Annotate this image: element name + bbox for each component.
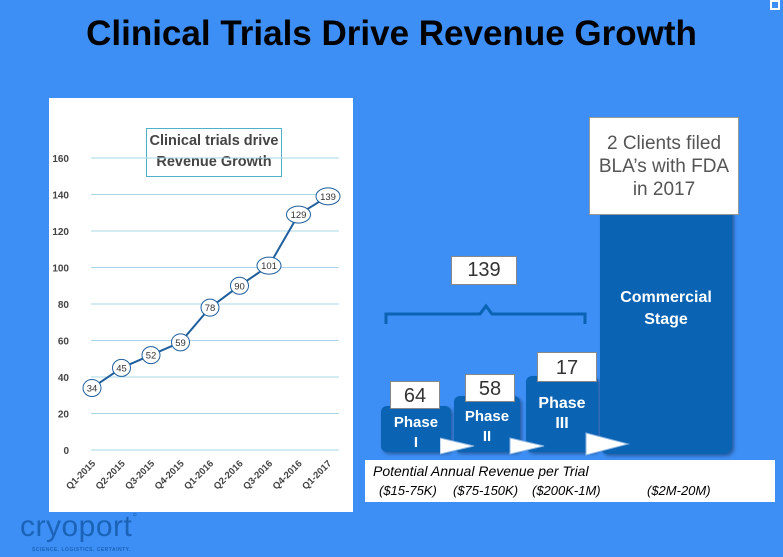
- corner-icon[interactable]: [770, 0, 780, 10]
- revenue-panel: [365, 460, 775, 502]
- y-tick-label: 20: [58, 410, 70, 421]
- logo-dot-icon: °: [132, 510, 138, 524]
- phase-2-label-line1: Phase: [464, 408, 510, 425]
- chart-panel: Clinical trials drive Revenue Growth: [49, 98, 353, 512]
- chart-title-line1: Clinical trials drive: [149, 133, 279, 149]
- phase-1-box: [381, 406, 451, 452]
- cryoport-logo: cryoport°: [20, 510, 138, 544]
- data-point: [82, 378, 102, 397]
- data-label: 78: [205, 303, 216, 314]
- x-tick-label: Q4-2016: [271, 458, 305, 492]
- arrow-phase3-icon: [585, 432, 630, 456]
- y-tick-label: 160: [52, 154, 69, 165]
- data-point: [256, 256, 282, 275]
- data-point: [141, 346, 161, 365]
- x-tick-label: Q1-2015: [64, 458, 98, 492]
- phase-1-label: Phase I: [381, 413, 451, 453]
- y-tick-label: 80: [58, 300, 70, 311]
- clients-callout: 2 Clients filed BLA’s with FDA in 2017: [589, 117, 739, 215]
- data-point: [315, 187, 341, 206]
- data-label: 129: [291, 210, 307, 221]
- phase-1-label-line1: Phase: [393, 414, 439, 431]
- arrow-phase1-icon: [440, 437, 475, 455]
- phase-2-label-line2: II: [482, 428, 492, 445]
- line-chart: 020406080100120140160Q1-2015Q2-2015Q3-20…: [52, 154, 341, 492]
- phase-bracket: [384, 303, 587, 324]
- data-label: 52: [146, 351, 157, 362]
- series-line: [91, 195, 329, 389]
- x-tick-label: Q3-2016: [241, 458, 275, 492]
- phase-3-label-line2: III: [555, 415, 569, 432]
- clients-line1: 2 Clients filed: [606, 133, 722, 154]
- data-label: 101: [261, 261, 277, 272]
- x-tick-label: Q3-2015: [123, 458, 157, 492]
- clients-line3: in 2017: [632, 179, 696, 200]
- data-label: 59: [175, 338, 186, 349]
- y-tick-label: 60: [58, 337, 70, 348]
- data-label: 34: [87, 383, 98, 394]
- x-tick-label: Q2-2016: [212, 458, 246, 492]
- revenue-phase3: ($200K-1M): [532, 483, 601, 498]
- commercial-stage-box: [600, 196, 732, 454]
- phase-2-label: Phase II: [454, 407, 520, 447]
- x-tick-label: Q1-2017: [300, 458, 334, 492]
- data-label: 139: [320, 192, 336, 203]
- data-label: 45: [116, 363, 127, 374]
- commercial-label-line1: Commercial: [620, 289, 712, 306]
- x-tick-label: Q2-2015: [94, 458, 128, 492]
- commercial-stage-label: Commercial Stage: [600, 287, 732, 331]
- clients-line2: BLA’s with FDA: [598, 156, 730, 177]
- phase-3-count: 17: [537, 352, 597, 382]
- phase-2-box: [454, 396, 520, 452]
- data-point: [112, 358, 131, 377]
- logo-text: cryoport: [20, 510, 133, 543]
- phase-1-label-line2: I: [413, 434, 419, 451]
- y-tick-label: 120: [52, 227, 69, 238]
- phase-3-label: Phase III: [526, 394, 598, 434]
- total-trials-box: 139: [451, 256, 517, 285]
- revenue-phase1: ($15-75K): [379, 483, 437, 498]
- y-tick-label: 100: [52, 264, 69, 275]
- x-tick-label: Q4-2015: [153, 458, 187, 492]
- phase-1-count: 64: [390, 381, 440, 409]
- phase-arrows: [440, 432, 630, 456]
- commercial-label-line2: Stage: [644, 311, 688, 328]
- data-point: [230, 276, 249, 295]
- slide-title: Clinical Trials Drive Revenue Growth: [86, 14, 697, 53]
- data-point: [286, 205, 311, 224]
- y-tick-label: 140: [52, 191, 69, 202]
- phase-3-label-line1: Phase: [538, 395, 586, 412]
- y-tick-label: 0: [63, 446, 69, 457]
- data-point: [171, 333, 190, 352]
- arrow-phase2-icon: [509, 437, 545, 455]
- x-tick-label: Q1-2016: [182, 458, 216, 492]
- revenue-phase2: ($75-150K): [453, 483, 519, 498]
- y-tick-label: 40: [58, 373, 70, 384]
- data-label: 90: [234, 281, 245, 292]
- phase-2-count: 58: [465, 374, 515, 402]
- data-point: [200, 298, 220, 317]
- logo-tagline: SCIENCE. LOGISTICS. CERTAINTY.: [32, 547, 131, 553]
- revenue-title: Potential Annual Revenue per Trial: [373, 463, 589, 479]
- revenue-commercial: ($2M-20M): [647, 483, 711, 498]
